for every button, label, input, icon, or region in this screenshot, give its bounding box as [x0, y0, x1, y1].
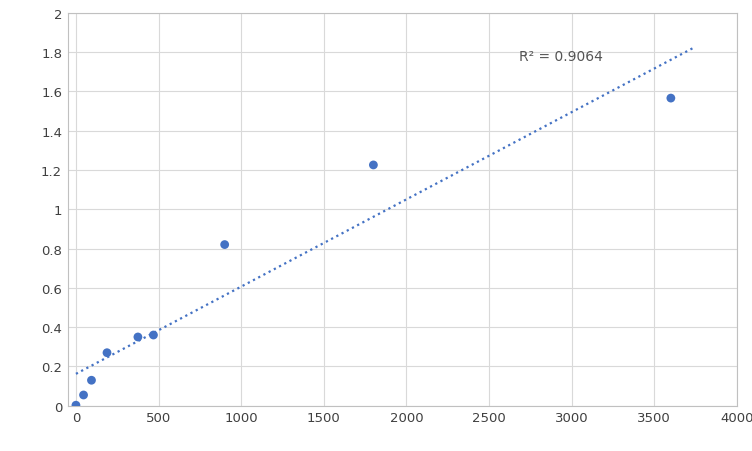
Point	[86, 377, 98, 384]
Point	[665, 95, 677, 102]
Point	[219, 241, 231, 249]
Text: R² = 0.9064: R² = 0.9064	[519, 50, 602, 64]
Point	[77, 391, 89, 399]
Point	[132, 334, 144, 341]
Point	[147, 331, 159, 339]
Point	[101, 350, 113, 357]
Point	[70, 402, 82, 409]
Point	[368, 162, 380, 169]
